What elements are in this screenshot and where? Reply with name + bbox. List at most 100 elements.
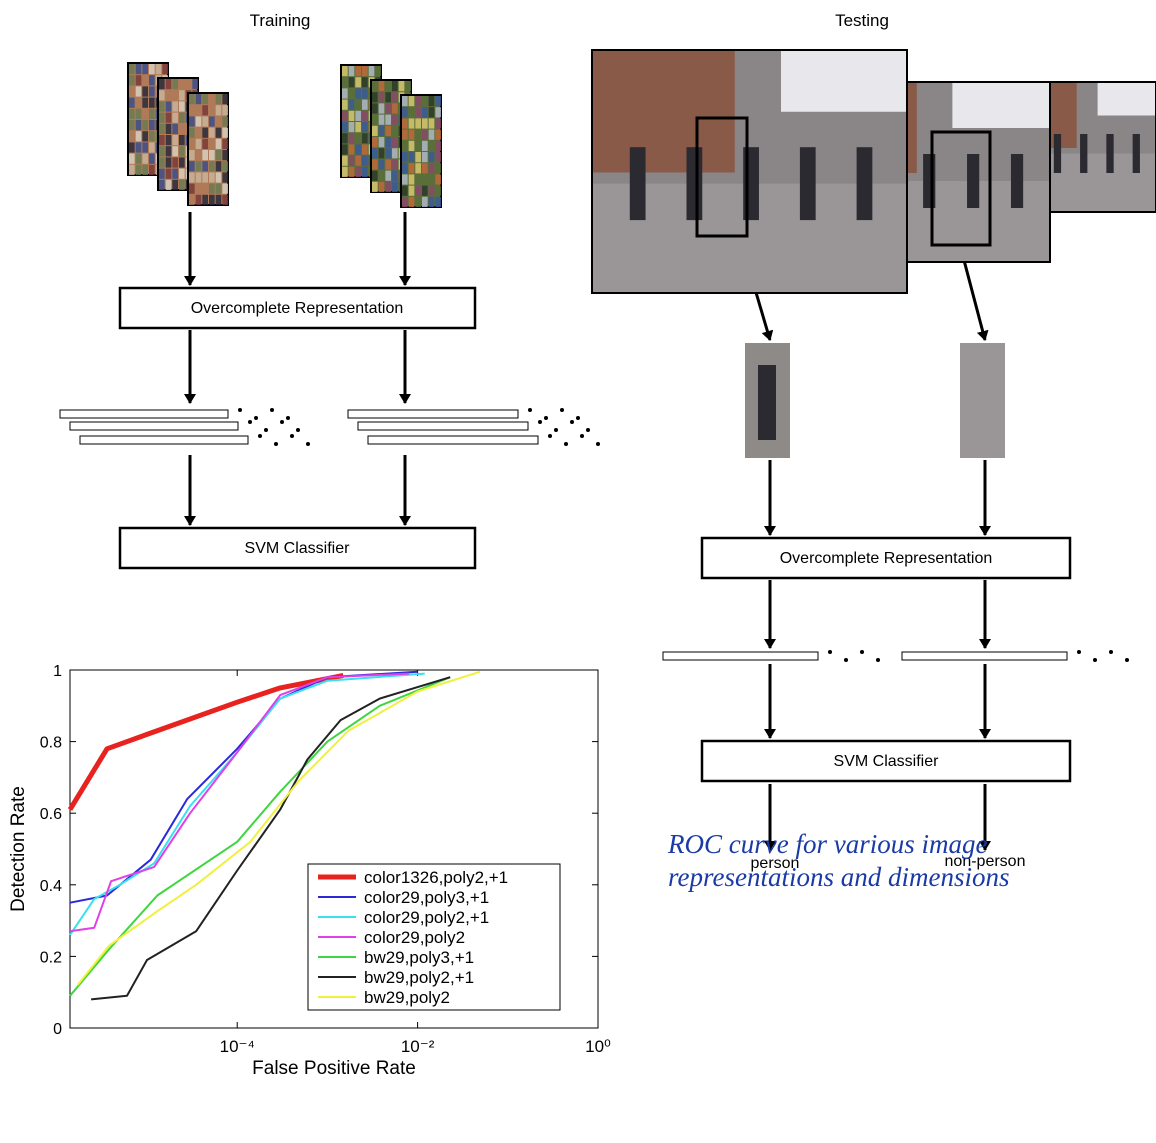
- thumbnail-cell: [172, 124, 178, 134]
- thumbnail-cell: [196, 128, 202, 138]
- thumbnail-cell: [422, 163, 428, 173]
- thumbnail-cell: [369, 66, 375, 76]
- ellipsis-dot: [238, 408, 242, 412]
- street-person: [1106, 134, 1113, 173]
- thumbnail-cell: [342, 88, 348, 98]
- thumbnail-cell: [149, 86, 155, 96]
- thumbnail-cell: [159, 113, 165, 123]
- thumbnail-cell: [142, 131, 148, 141]
- thumbnail-cell: [379, 148, 385, 158]
- thumbnail-cell: [422, 130, 428, 140]
- thumbnail-cell: [222, 184, 228, 194]
- thumbnail-cell: [422, 174, 428, 184]
- thumbnail-cell: [142, 142, 148, 152]
- thumbnail-cell: [192, 79, 198, 89]
- thumbnail-cell: [222, 195, 228, 205]
- thumbnail-cell: [216, 139, 222, 149]
- thumbnail-cell: [349, 111, 355, 121]
- thumbnail-cell: [342, 100, 348, 110]
- thumbnail-cell: [189, 116, 195, 126]
- thumbnail-cell: [189, 172, 195, 182]
- thumbnail-cell: [392, 148, 398, 158]
- thumbnail-cell: [202, 105, 208, 115]
- thumbnail-cell: [202, 116, 208, 126]
- street-sky: [1098, 83, 1155, 116]
- thumbnail-cell: [136, 165, 142, 175]
- thumbnail-cell: [379, 137, 385, 147]
- street-person: [1054, 134, 1061, 173]
- thumbnail-cell: [402, 163, 408, 173]
- box-label: SVM Classifier: [245, 540, 351, 557]
- thumbnail-cell: [349, 133, 355, 143]
- box-label: Overcomplete Representation: [191, 300, 404, 317]
- ellipsis-dot: [560, 408, 564, 412]
- thumbnail-cell: [349, 144, 355, 154]
- thumbnail-cell: [342, 111, 348, 121]
- thumbnail-cell: [159, 124, 165, 134]
- thumbnail-cell: [349, 100, 355, 110]
- thumbnail-cell: [186, 79, 192, 89]
- thumbnail-cell: [435, 174, 441, 184]
- thumbnail-cell: [429, 152, 435, 162]
- thumbnail-cell: [392, 103, 398, 113]
- thumbnail-cell: [415, 152, 421, 162]
- feature-vector: [348, 410, 518, 418]
- thumbnail-cell: [409, 174, 415, 184]
- thumbnail-cell: [409, 152, 415, 162]
- thumbnail-cell: [136, 120, 142, 130]
- ellipsis-dot: [306, 442, 310, 446]
- ellipsis-dot: [264, 428, 268, 432]
- street-person: [1133, 134, 1140, 173]
- thumbnail-cell: [409, 130, 415, 140]
- thumbnail-cell: [189, 161, 195, 171]
- thumbnail-cell: [372, 137, 378, 147]
- thumbnail-cell: [189, 150, 195, 160]
- thumbnail-cell: [216, 116, 222, 126]
- street-person: [630, 147, 646, 220]
- thumbnail-cell: [392, 182, 398, 192]
- thumbnail-cell: [159, 157, 165, 167]
- thumbnail-cell: [379, 81, 385, 91]
- thumbnail-cell: [409, 163, 415, 173]
- thumbnail-cell: [342, 167, 348, 177]
- thumbnail-cell: [159, 79, 165, 89]
- thumbnail-cell: [392, 171, 398, 181]
- thumbnail-cell: [222, 116, 228, 126]
- thumbnail-cell: [172, 146, 178, 156]
- thumbnail-cell: [349, 167, 355, 177]
- thumbnail-cell: [342, 144, 348, 154]
- thumbnail-cell: [202, 172, 208, 182]
- feature-vector: [902, 652, 1067, 660]
- thumbnail-cell: [129, 86, 135, 96]
- thumbnail-cell: [435, 152, 441, 162]
- thumbnail-cell: [172, 79, 178, 89]
- thumbnail-cell: [415, 186, 421, 196]
- crop-person-figure: [758, 365, 776, 440]
- thumbnail-cell: [159, 135, 165, 145]
- thumbnail-cell: [415, 174, 421, 184]
- thumbnail-cell: [372, 182, 378, 192]
- thumbnail-cell: [415, 118, 421, 128]
- thumbnail-cell: [179, 79, 185, 89]
- thumbnail-cell: [216, 161, 222, 171]
- thumbnail-cell: [166, 146, 172, 156]
- thumbnail-cell: [415, 107, 421, 117]
- crop-nonperson: [960, 343, 1005, 458]
- y-tick-label: 1: [53, 663, 62, 680]
- training-title: Training: [250, 11, 311, 30]
- ellipsis-dot: [570, 420, 574, 424]
- ellipsis-dot: [596, 442, 600, 446]
- thumbnail-cell: [362, 144, 368, 154]
- street-person: [967, 154, 979, 208]
- thumbnail-cell: [149, 165, 155, 175]
- thumbnail-cell: [349, 122, 355, 132]
- ellipsis-dot: [1093, 658, 1097, 662]
- thumbnail-cell: [202, 184, 208, 194]
- y-tick-label: 0.2: [40, 949, 62, 966]
- feature-vector: [358, 422, 528, 430]
- thumbnail-cell: [136, 64, 142, 74]
- thumbnail-cell: [385, 137, 391, 147]
- thumbnail-cell: [222, 139, 228, 149]
- thumbnail-cell: [196, 139, 202, 149]
- thumbnail-cell: [159, 90, 165, 100]
